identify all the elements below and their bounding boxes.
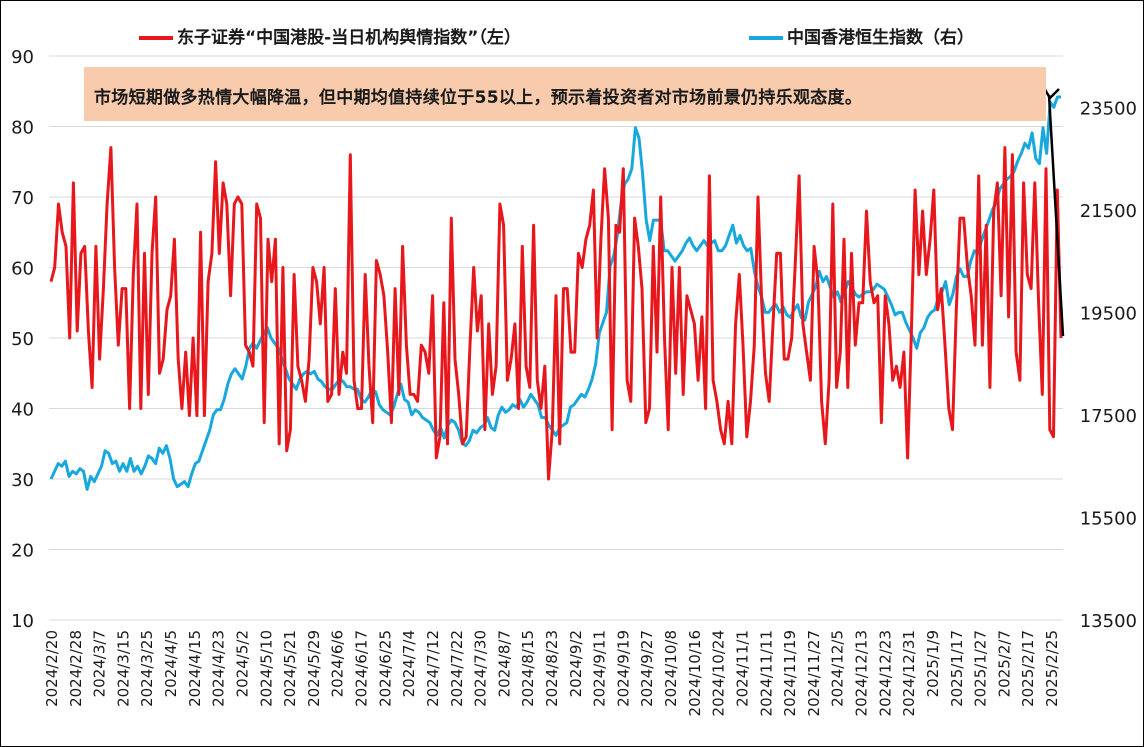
left-tick-label: 70	[11, 188, 34, 209]
x-tick-label: 2025/2/7	[995, 630, 1013, 697]
x-tick-label: 2024/6/17	[353, 630, 371, 707]
x-tick-label: 2024/11/11	[757, 630, 775, 716]
right-axis-ticks: 13500 15500 17500 19500 21500 23500	[1080, 98, 1137, 632]
x-tick-label: 2025/1/9	[924, 630, 942, 697]
x-tick-label: 2025/1/17	[948, 630, 966, 707]
legend-label-hsi: 中国香港恒生指数（右）	[787, 28, 974, 48]
right-tick-label: 21500	[1080, 201, 1137, 222]
x-tick-label: 2024/7/22	[448, 630, 466, 707]
right-tick-label: 23500	[1080, 98, 1137, 119]
x-tick-label: 2024/10/8	[662, 630, 680, 707]
x-tick-label: 2024/4/15	[186, 630, 204, 707]
left-tick-label: 80	[11, 118, 34, 139]
x-tick-label: 2024/12/5	[829, 630, 847, 707]
left-tick-label: 50	[11, 329, 34, 350]
x-tick-label: 2024/12/23	[876, 630, 894, 716]
x-tick-label: 2024/5/2	[233, 630, 251, 697]
legend-swatch-hsi	[749, 36, 783, 40]
x-tick-label: 2024/9/11	[591, 630, 609, 707]
x-tick-label: 2024/5/29	[305, 630, 323, 707]
x-tick-label: 2024/8/7	[495, 630, 513, 697]
annotation-text: 市场短期做多热情大幅降温，但中期均值持续位于55以上，预示着投资者对市场前景仍持…	[94, 88, 863, 108]
x-tick-label: 2024/11/27	[805, 630, 823, 716]
x-tick-label: 2024/11/1	[733, 630, 751, 707]
x-tick-label: 2024/12/13	[853, 630, 871, 716]
x-tick-label: 2024/10/16	[686, 630, 704, 716]
left-tick-label: 10	[11, 611, 34, 632]
legend-swatch-sentiment	[139, 36, 173, 40]
x-tick-label: 2024/3/7	[91, 630, 109, 697]
x-tick-label: 2024/6/6	[329, 630, 347, 697]
series-line-sentiment	[49, 146, 1063, 481]
x-tick-label: 2024/7/4	[400, 630, 418, 697]
x-tick-label: 2025/1/27	[972, 630, 990, 707]
x-tick-label: 2024/3/15	[114, 630, 132, 707]
x-tick-label: 2024/12/31	[900, 630, 918, 716]
x-tick-label: 2025/2/25	[1043, 630, 1061, 707]
x-tick-label: 2024/2/28	[67, 630, 85, 707]
x-tick-label: 2024/7/12	[424, 630, 442, 707]
x-axis-ticks: 2024/2/20 2024/2/28 2024/3/7 2024/3/15 2024/…	[43, 630, 1061, 716]
x-tick-label: 2024/4/23	[210, 630, 228, 707]
x-tick-label: 2024/6/25	[376, 630, 394, 707]
arrow-shaft	[1047, 94, 1065, 337]
right-tick-label: 19500	[1080, 303, 1137, 324]
x-tick-label: 2024/9/27	[638, 630, 656, 707]
x-tick-label: 2024/8/15	[519, 630, 537, 707]
legend-item-hsi: 中国香港恒生指数（右）	[749, 23, 974, 48]
x-tick-label: 2024/3/25	[138, 630, 156, 707]
x-tick-label: 2024/11/19	[781, 630, 799, 716]
right-tick-label: 15500	[1080, 508, 1137, 529]
left-tick-label: 60	[11, 259, 34, 280]
left-tick-label: 90	[11, 47, 34, 68]
left-axis-ticks: 10 20 30 40 50 60 70 80 90	[11, 47, 34, 632]
left-tick-label: 20	[11, 541, 34, 562]
x-tick-label: 2024/8/23	[543, 630, 561, 707]
annotation-box: 市场短期做多热情大幅降温，但中期均值持续位于55以上，预示着投资者对市场前景仍持…	[84, 67, 1046, 121]
x-tick-label: 2024/5/10	[257, 630, 275, 707]
left-tick-label: 30	[11, 470, 34, 491]
left-tick-label: 40	[11, 400, 34, 421]
right-tick-label: 13500	[1080, 611, 1137, 632]
x-tick-label: 2025/2/17	[1019, 630, 1037, 707]
series-line-hsi	[49, 95, 1061, 491]
x-tick-label: 2024/4/5	[162, 630, 180, 697]
x-tick-label: 2024/9/2	[567, 630, 585, 697]
x-tick-label: 2024/9/19	[614, 630, 632, 707]
x-tick-label: 2024/2/20	[43, 630, 61, 707]
legend-item-sentiment: 东子证券“中国港股-当日机构舆情指数”（左）	[139, 23, 521, 48]
x-tick-label: 2024/10/24	[710, 630, 728, 716]
x-tick-label: 2024/7/30	[472, 630, 490, 707]
series-layer	[49, 95, 1063, 491]
x-tick-label: 2024/5/21	[281, 630, 299, 707]
right-tick-label: 17500	[1080, 406, 1137, 427]
legend-label-sentiment: 东子证券“中国港股-当日机构舆情指数”（左）	[177, 28, 521, 48]
